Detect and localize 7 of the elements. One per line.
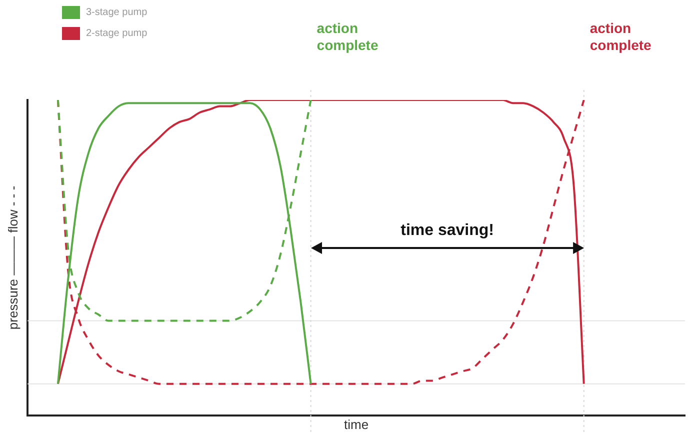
legend-label: 3-stage pump [86,7,148,18]
annotation: time saving! [400,222,495,240]
text: action complete [316,20,380,54]
legend-label: 2-stage pump [86,28,148,39]
text: action complete [590,20,652,54]
y-axis-title: pressure ——— flow - - - [5,186,20,330]
x-axis-title: time [344,416,369,432]
